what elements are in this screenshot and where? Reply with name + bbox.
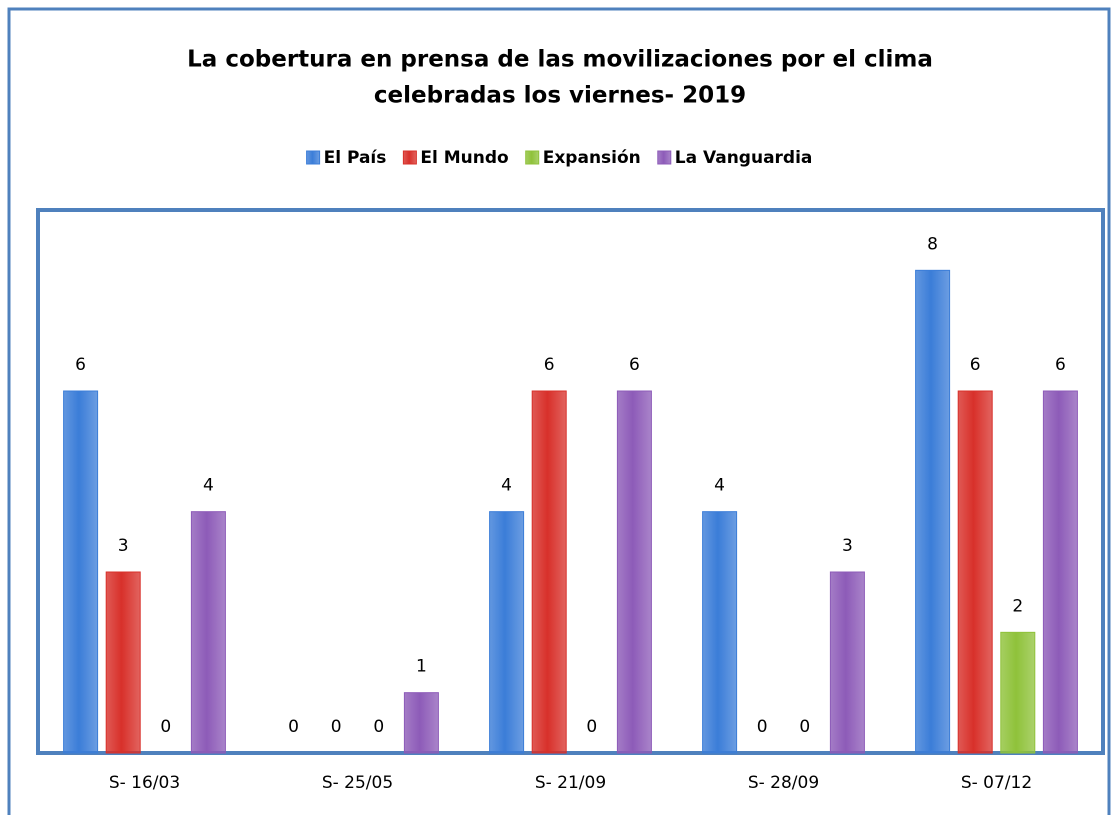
legend-swatch [402,150,417,165]
data-label: 0 [373,717,384,737]
data-label: 6 [970,355,981,375]
bar [531,390,567,754]
x-tick-label: S- 21/09 [535,773,606,793]
data-label: 4 [501,476,512,496]
x-tick-label: S- 25/05 [322,773,393,793]
legend-label: La Vanguardia [675,148,813,168]
legend-swatch [306,150,321,165]
chart-title: celebradas los viernes- 2019 [374,83,746,109]
data-label: 0 [331,717,342,737]
data-label: 8 [927,234,938,254]
bar [616,390,652,754]
bar [957,390,993,754]
outer-frame [7,7,1111,815]
legend-swatch [525,150,540,165]
legend-label: El País [324,148,387,168]
data-label: 0 [586,717,597,737]
data-label: 6 [629,355,640,375]
data-label: 4 [203,476,214,496]
data-label: 3 [842,536,853,556]
bar [403,692,439,754]
chart-title: La cobertura en prensa de las movilizaci… [187,47,933,73]
x-tick-label: S- 16/03 [109,773,180,793]
bar [1042,390,1078,754]
data-label: 2 [1012,596,1023,616]
x-tick-label: S- 07/12 [961,773,1032,793]
data-label: 6 [1055,355,1066,375]
bar [829,571,865,754]
bar [190,511,226,754]
data-label: 3 [118,536,129,556]
bar [63,390,99,754]
data-label: 6 [544,355,555,375]
data-label: 1 [416,657,427,677]
data-label: 6 [75,355,86,375]
legend: El País El Mundo Expansión La Vanguardia [306,148,813,168]
legend-label: Expansión [543,148,641,168]
bar [702,511,738,754]
x-tick-label: S- 28/09 [748,773,819,793]
legend-label: El Mundo [420,148,508,168]
data-label: 0 [160,717,171,737]
data-label: 0 [799,717,810,737]
bar [915,269,951,754]
data-label: 0 [757,717,768,737]
bar [105,571,141,754]
data-label: 4 [714,476,725,496]
legend-swatch [657,150,672,165]
bar [489,511,525,754]
bar [1000,631,1036,754]
data-label: 0 [288,717,299,737]
plot-area [36,208,1105,755]
